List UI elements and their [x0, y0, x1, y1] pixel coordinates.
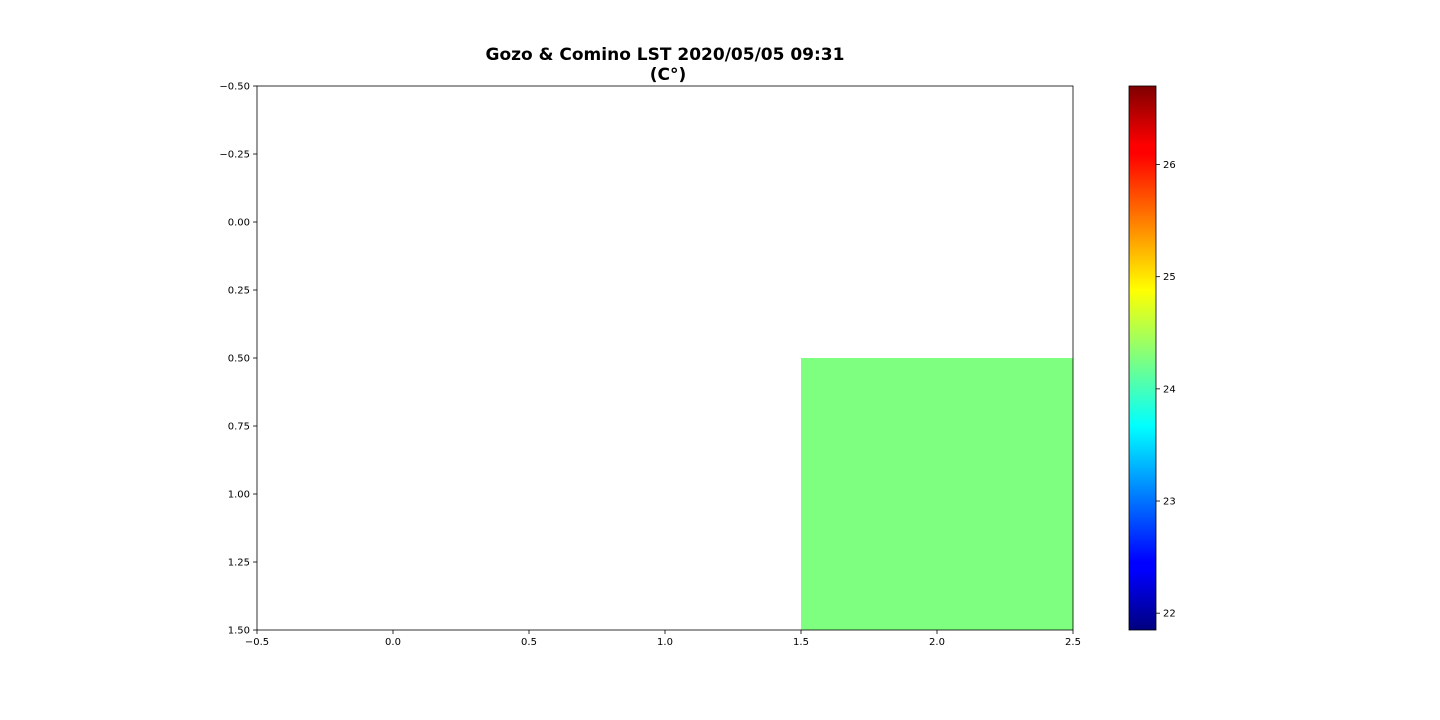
- colorbar-gradient: [1128, 85, 1157, 631]
- chart-title: Gozo & Comino LST 2020/05/05 09:31: [486, 45, 845, 65]
- heatmap-cell: [801, 358, 1073, 630]
- colorbar-tick-label: 23: [1163, 497, 1176, 508]
- x-tick-label: 1.0: [657, 637, 673, 648]
- x-tick-label: 0.5: [521, 637, 537, 648]
- x-axis: −0.5 0.0 0.5 1.0 1.5 2.0 2.5: [245, 630, 1081, 648]
- y-axis: −0.50 −0.25 0.00 0.25 0.50 0.75 1.00 1.25 1.50: [219, 82, 257, 637]
- plot-area: [256, 85, 1074, 631]
- y-tick-label: 0.75: [228, 422, 250, 433]
- colorbar-tick-label: 24: [1163, 384, 1176, 395]
- x-tick-label: 2.5: [1065, 637, 1081, 648]
- colorbar-tick-label: 22: [1163, 609, 1176, 620]
- y-tick-label: 1.00: [228, 490, 250, 501]
- y-tick-label: 0.50: [228, 354, 250, 365]
- y-tick-label: 1.25: [228, 558, 250, 569]
- x-tick-label: 2.0: [929, 637, 945, 648]
- y-tick-label: 1.50: [228, 626, 250, 637]
- x-tick-label: 1.5: [793, 637, 809, 648]
- chart-subtitle: (C°): [650, 65, 687, 85]
- heatmap-cells: [801, 358, 1073, 630]
- colorbar-ticks: 22 23 24 25 26: [1156, 160, 1176, 620]
- colorbar: 22 23 24 25 26: [1128, 85, 1176, 631]
- colorbar-tick-label: 25: [1163, 272, 1176, 283]
- y-tick-label: 0.25: [228, 286, 250, 297]
- colorbar-tick-label: 26: [1163, 160, 1176, 171]
- y-tick-label: 0.00: [228, 218, 250, 229]
- y-tick-label: −0.25: [219, 150, 250, 161]
- x-tick-label: 0.0: [385, 637, 401, 648]
- x-tick-label: −0.5: [245, 637, 269, 648]
- y-tick-label: −0.50: [219, 82, 250, 93]
